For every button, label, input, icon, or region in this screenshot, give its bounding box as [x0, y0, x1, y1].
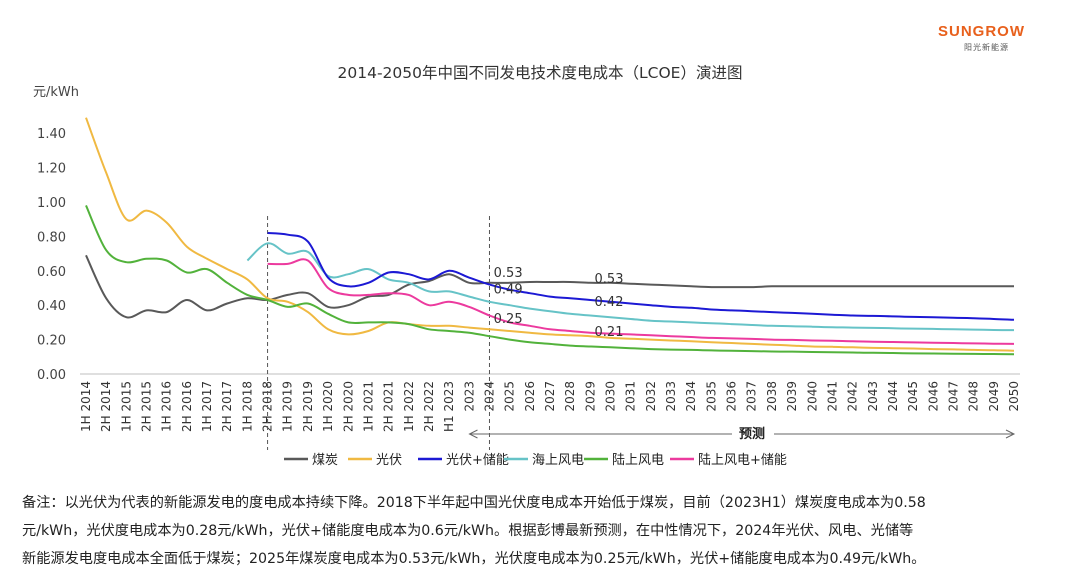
x-tick-label: 1H 2017	[200, 381, 214, 432]
series-line-2	[267, 232, 1015, 321]
forecast-label: 预测	[739, 426, 765, 442]
x-tick-label: 1H 2018	[240, 381, 254, 432]
legend-label: 煤炭	[312, 453, 338, 468]
x-tick-label: 2030	[604, 381, 618, 412]
footnote-line: 备注：以光伏为代表的新能源发电的度电成本持续下降。2018下半年起中国光伏度电成…	[22, 495, 926, 511]
x-tick-label: 1H 2020	[321, 381, 335, 432]
chart-legend: 煤炭 光伏 光伏+储能 海上风电 陆上风电 陆上风电+储能	[284, 452, 787, 468]
x-tick-label: 2046	[926, 381, 940, 412]
legend-label: 陆上风电	[612, 452, 664, 468]
x-tick-label: 2023	[462, 381, 476, 412]
x-tick-label: 2032	[644, 381, 658, 412]
x-tick-label: 2035	[704, 381, 718, 412]
legend-label: 光伏	[376, 453, 402, 468]
x-tick-label: 2H 2014	[99, 381, 113, 432]
x-tick-label: 1H 2022	[402, 381, 416, 432]
x-tick-label: 2H 2021	[382, 381, 396, 432]
y-tick-label: 0.20	[37, 334, 66, 349]
x-tick-label: 2024	[482, 381, 496, 412]
value-annotation: 0.21	[595, 325, 624, 340]
x-tick-label: 2026	[523, 381, 537, 412]
value-annotation: 0.53	[494, 266, 523, 281]
x-tick-label: 2045	[906, 381, 920, 412]
arrowhead-left-icon	[468, 429, 478, 439]
x-tick-label: 1H 2019	[281, 381, 295, 432]
series-line-0	[85, 254, 1014, 319]
x-tick-label: 2028	[563, 381, 577, 412]
legend-label: 海上风电	[532, 453, 584, 468]
x-tick-label: H1 2023	[442, 381, 456, 432]
series-line-3	[246, 242, 1015, 332]
x-tick-label: 2037	[745, 381, 759, 412]
legend-label: 陆上风电+储能	[698, 452, 787, 468]
x-tick-label: 2049	[987, 381, 1001, 412]
x-tick-label: 2038	[765, 381, 779, 412]
y-tick-label: 1.00	[37, 196, 66, 211]
y-tick-label: 0.40	[37, 299, 66, 314]
value-annotation: 0.49	[494, 283, 523, 298]
x-tick-label: 2043	[866, 381, 880, 412]
x-tick-label: 2027	[543, 381, 557, 412]
x-tick-label: 2036	[725, 381, 739, 412]
x-tick-label: 2H 2019	[301, 381, 315, 432]
x-tick-label: 2H 2015	[140, 381, 154, 432]
chart-title: 2014-2050年中国不同发电技术度电成本（LCOE）演进图	[338, 64, 743, 82]
x-tick-label: 2044	[886, 381, 900, 412]
y-tick-label: 0.00	[37, 368, 66, 383]
series-line-1	[85, 117, 1015, 352]
x-tick-label: 1H 2021	[361, 381, 375, 432]
y-tick-label: 1.20	[37, 162, 66, 177]
x-tick-label: 2H 2016	[180, 381, 194, 432]
footnote-line: 新能源发电度电成本全面低于煤炭；2025年煤炭度电成本为0.53元/kWh，光伏…	[22, 551, 926, 567]
footnote: 备注：以光伏为代表的新能源发电的度电成本持续下降。2018下半年起中国光伏度电成…	[22, 489, 1062, 573]
x-tick-label: 2H 2017	[220, 381, 234, 432]
x-tick-label: 2048	[967, 381, 981, 412]
series-line-5	[267, 258, 1015, 345]
x-tick-label: 2040	[805, 381, 819, 412]
x-tick-label: 2033	[664, 381, 678, 412]
series-lines	[85, 117, 1015, 356]
x-tick-label: 2H 2020	[341, 381, 355, 432]
x-tick-label: 2031	[624, 381, 638, 412]
x-tick-label: 2047	[946, 381, 960, 412]
brand-name: SUNGROW	[938, 23, 1025, 40]
brand-subtitle: 阳光新能源	[964, 43, 1009, 52]
y-tick-label: 0.60	[37, 265, 66, 280]
x-tick-label: 2025	[503, 381, 517, 412]
value-annotations: 0.53 0.49 0.25 0.53 0.42 0.21	[494, 266, 624, 340]
footnote-line: 元/kWh，光伏度电成本为0.28元/kWh，光伏+储能度电成本为0.6元/kW…	[22, 523, 914, 539]
x-tick-label: 2H 2022	[422, 381, 436, 432]
sungrow-logo: SUNGROW 阳光新能源	[938, 24, 1048, 53]
value-annotation: 0.53	[595, 272, 624, 287]
x-tick-label: 2050	[1007, 381, 1021, 412]
x-tick-label: 2029	[583, 381, 597, 412]
x-tick-label: 1H 2015	[119, 381, 133, 432]
x-tick-label: 2041	[825, 381, 839, 412]
x-tick-label: 2039	[785, 381, 799, 412]
x-axis: 1H 2014 2H 2014 1H 2015 2H 2015 1H 2016 2H 20…	[79, 373, 1021, 432]
x-tick-label: 1H 2014	[79, 381, 93, 432]
arrowhead-right-icon	[1005, 429, 1016, 439]
y-axis-label: 元/kWh	[33, 85, 79, 100]
lcoe-line-chart: 2014-2050年中国不同发电技术度电成本（LCOE）演进图 元/kWh 0.…	[33, 64, 1021, 468]
x-tick-label: 2034	[684, 381, 698, 412]
forecast-divider-lines	[267, 216, 490, 450]
x-tick-label: 2042	[846, 381, 860, 412]
value-annotation: 0.25	[494, 312, 523, 327]
legend-label: 光伏+储能	[446, 453, 509, 468]
forecast-arrow: 预测	[468, 426, 1016, 442]
y-axis-ticks: 0.00 0.20 0.40 0.60 0.80 1.00 1.20 1.40	[37, 127, 66, 383]
value-annotation: 0.42	[595, 295, 624, 310]
x-tick-label: 1H 2016	[160, 381, 174, 432]
y-tick-label: 0.80	[37, 230, 66, 245]
series-line-4	[85, 204, 1015, 356]
y-tick-label: 1.40	[37, 127, 66, 142]
